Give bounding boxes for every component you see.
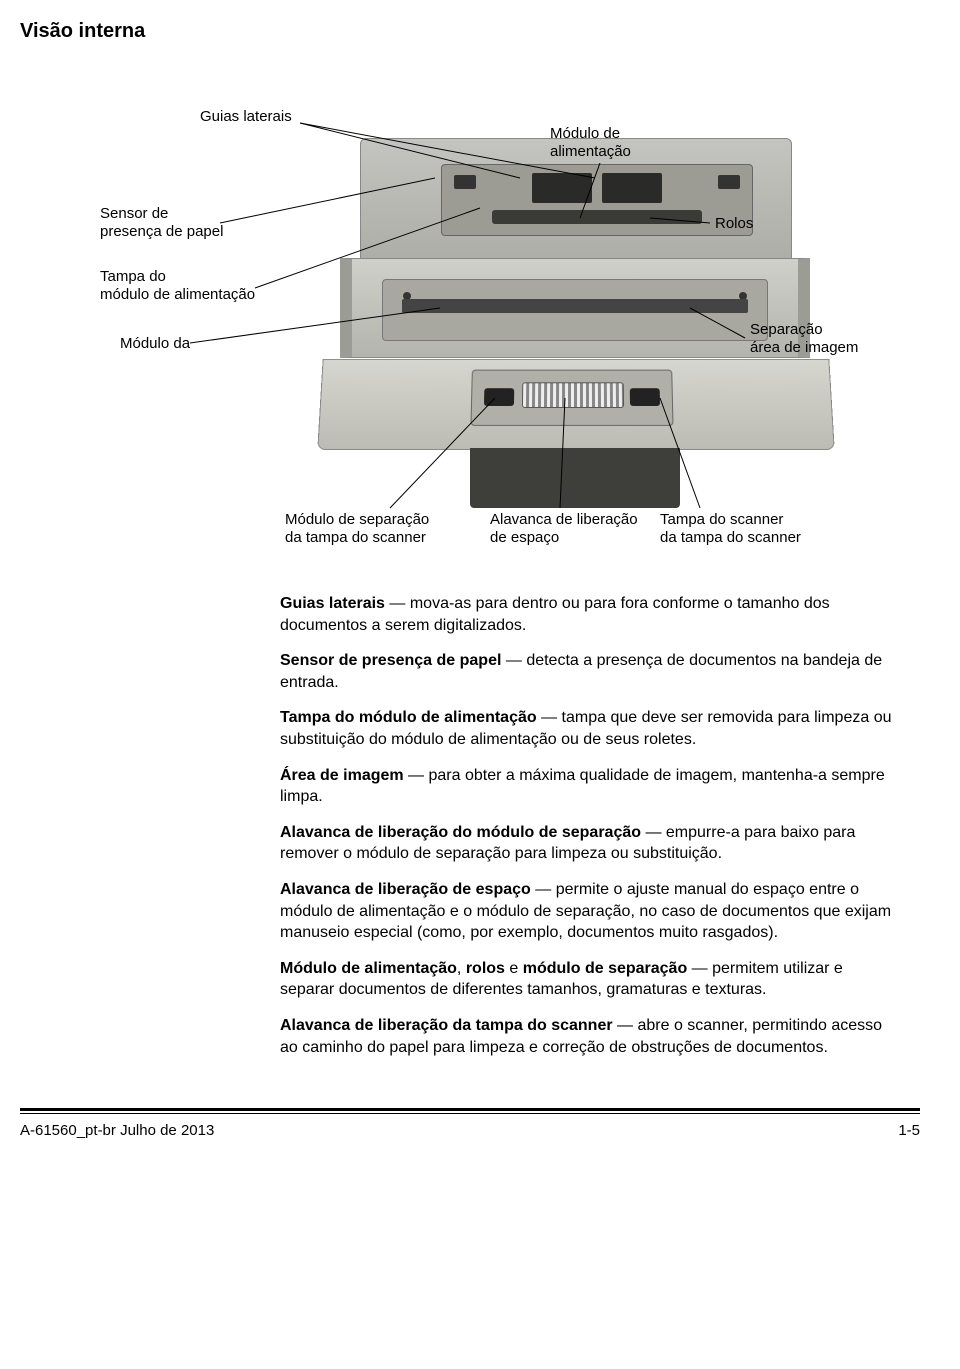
guide-block-1: [532, 173, 592, 203]
device-tray: [317, 359, 835, 450]
para-7: Módulo de alimentação, rolos e módulo de…: [280, 958, 900, 1001]
para-4: Área de imagem — para obter a máxima qua…: [280, 765, 900, 808]
para-6: Alavanca de liberação de espaço — permit…: [280, 879, 900, 944]
roller-strip: [522, 382, 624, 408]
footer-left: A-61560_pt-br Julho de 2013: [20, 1122, 214, 1139]
panel-btn-right: [718, 175, 740, 189]
label-rolos: Rolos: [715, 215, 753, 233]
label-separacao-area: Separação área de imagem: [750, 321, 858, 357]
para-1: Guias laterais — mova-as para dentro ou …: [280, 593, 900, 636]
label-guias-laterais: Guias laterais: [200, 108, 292, 126]
roller-slot: [492, 210, 702, 224]
lid-bar: [402, 299, 748, 313]
device-illustration: [340, 138, 810, 518]
para-3: Tampa do módulo de alimentação — tampa q…: [280, 707, 900, 750]
section-title: Visão interna: [20, 20, 920, 43]
label-modulo-alimentacao: Módulo de alimentação: [550, 125, 631, 161]
label-tampa-modulo: Tampa do módulo de alimentação: [100, 268, 255, 304]
device-lid: [340, 258, 810, 358]
tray-btn-right: [630, 388, 660, 406]
device-base: [470, 448, 680, 508]
para-8: Alavanca de liberação da tampa do scanne…: [280, 1015, 900, 1058]
footer-right: 1-5: [898, 1122, 920, 1139]
tray-btn-left: [484, 388, 514, 406]
guide-block-2: [602, 173, 662, 203]
body-text: Guias laterais — mova-as para dentro ou …: [280, 593, 900, 1058]
panel-btn-left: [454, 175, 476, 189]
para-5: Alavanca de liberação do módulo de separ…: [280, 822, 900, 865]
label-tampa-scanner: Tampa do scanner da tampa do scanner: [660, 511, 801, 547]
tray-module: [470, 370, 673, 426]
diagram-area: Guias laterais Módulo de alimentação Sen…: [20, 63, 920, 563]
label-modulo-da: Módulo da: [120, 335, 190, 353]
label-sensor-presenca: Sensor de presença de papel: [100, 205, 223, 241]
footer: A-61560_pt-br Julho de 2013 1-5: [20, 1108, 920, 1139]
label-alavanca-liberacao: Alavanca de liberação de espaço: [490, 511, 638, 547]
device-panel: [441, 164, 753, 236]
para-2: Sensor de presença de papel — detecta a …: [280, 650, 900, 693]
label-modulo-separacao: Módulo de separação da tampa do scanner: [285, 511, 429, 547]
